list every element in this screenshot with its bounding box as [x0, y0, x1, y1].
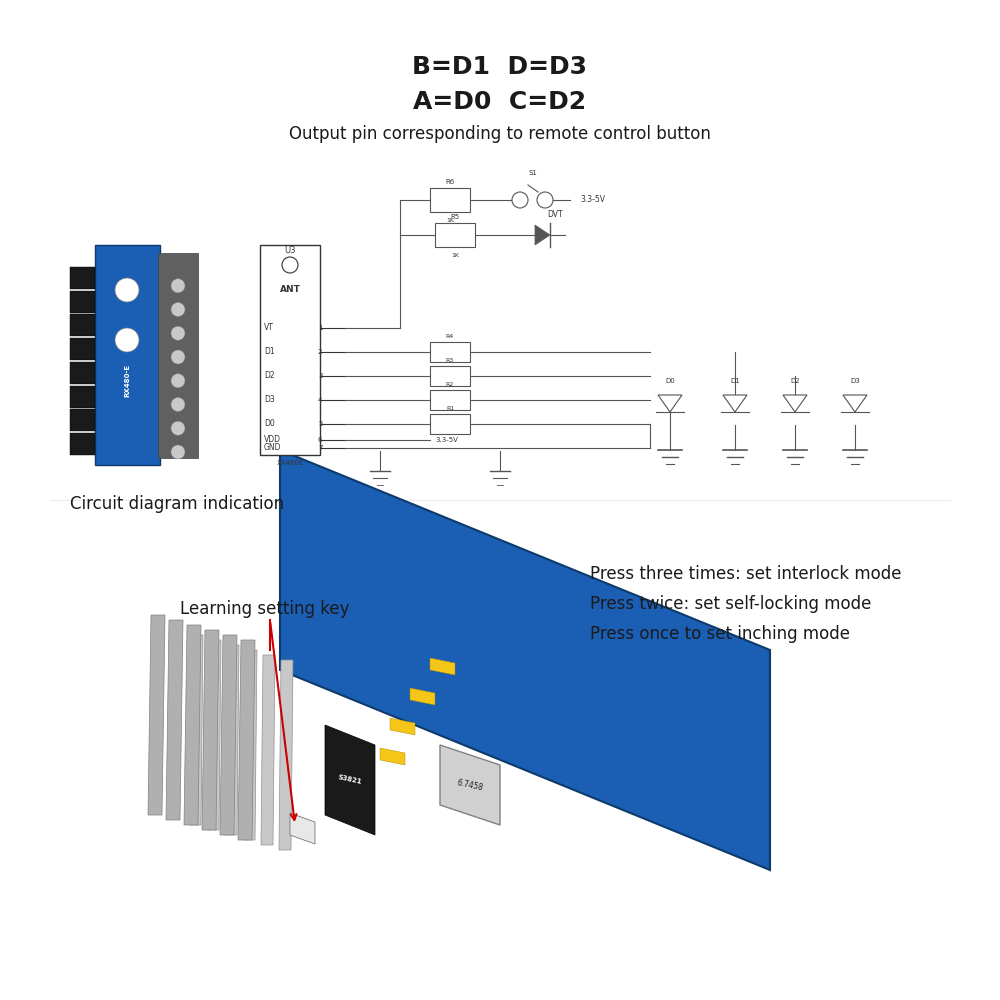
Circle shape — [171, 302, 185, 316]
Text: D0: D0 — [665, 378, 675, 384]
Polygon shape — [189, 635, 203, 825]
Circle shape — [171, 350, 185, 364]
Text: B=D1  D=D3: B=D1 D=D3 — [413, 55, 588, 79]
Text: U3: U3 — [284, 246, 296, 255]
Polygon shape — [783, 395, 807, 412]
Bar — [70, 314, 95, 336]
Polygon shape — [290, 813, 315, 844]
Text: 3.3-5V: 3.3-5V — [580, 196, 605, 205]
Circle shape — [282, 257, 298, 273]
Polygon shape — [280, 450, 770, 870]
Circle shape — [171, 374, 185, 388]
Polygon shape — [238, 640, 255, 840]
Text: R3: R3 — [446, 358, 454, 363]
Text: 5: 5 — [318, 421, 322, 427]
Bar — [260, 245, 320, 455]
Polygon shape — [390, 718, 415, 735]
Text: R5: R5 — [450, 214, 460, 220]
Polygon shape — [430, 658, 455, 675]
Bar — [70, 409, 95, 431]
Polygon shape — [535, 225, 550, 245]
Text: D0: D0 — [264, 420, 275, 428]
Polygon shape — [243, 650, 257, 840]
Bar — [70, 267, 95, 289]
Text: ANT: ANT — [280, 286, 300, 294]
Polygon shape — [148, 615, 165, 815]
Text: R2: R2 — [446, 382, 454, 387]
Polygon shape — [410, 688, 435, 705]
Text: 1K: 1K — [446, 218, 454, 223]
Text: D1: D1 — [730, 378, 740, 384]
Polygon shape — [279, 660, 293, 850]
Bar — [430, 414, 470, 434]
Text: S1: S1 — [529, 170, 537, 176]
Text: R1: R1 — [446, 406, 454, 411]
Text: GND: GND — [264, 444, 282, 452]
Bar — [70, 291, 95, 312]
Circle shape — [512, 192, 528, 208]
Bar — [430, 342, 470, 362]
Text: XX480E: XX480E — [276, 460, 304, 466]
Bar — [70, 338, 95, 360]
Text: VT: VT — [264, 324, 274, 332]
Bar — [430, 390, 470, 410]
Text: 4: 4 — [318, 397, 322, 403]
Circle shape — [171, 326, 185, 340]
Text: Output pin corresponding to remote control button: Output pin corresponding to remote contr… — [289, 125, 711, 143]
Circle shape — [171, 445, 185, 459]
Polygon shape — [843, 395, 867, 412]
Text: D1: D1 — [264, 348, 275, 357]
Text: 2: 2 — [318, 349, 322, 355]
Polygon shape — [220, 635, 237, 835]
Polygon shape — [225, 645, 239, 835]
Text: D3: D3 — [850, 378, 860, 384]
Bar — [435, 223, 475, 247]
Text: D2: D2 — [264, 371, 275, 380]
Circle shape — [171, 397, 185, 412]
Polygon shape — [261, 655, 275, 845]
Text: VDD: VDD — [264, 436, 281, 444]
Bar — [95, 245, 160, 465]
Polygon shape — [184, 625, 201, 825]
Text: DVT: DVT — [547, 210, 563, 219]
Polygon shape — [202, 630, 219, 830]
Text: 6.7458: 6.7458 — [456, 778, 484, 792]
Text: D2: D2 — [790, 378, 800, 384]
Circle shape — [171, 279, 185, 293]
Text: Circuit diagram indication: Circuit diagram indication — [70, 495, 284, 513]
Text: D3: D3 — [264, 395, 275, 404]
Text: Learning setting key: Learning setting key — [180, 600, 350, 618]
Text: Press once to set inching mode: Press once to set inching mode — [590, 625, 850, 643]
Text: 7: 7 — [318, 445, 322, 451]
Text: 1: 1 — [318, 325, 322, 331]
Text: S3821: S3821 — [337, 775, 363, 785]
Text: R4: R4 — [446, 334, 454, 339]
Bar — [430, 366, 470, 386]
Bar — [70, 433, 95, 455]
Bar — [158, 253, 198, 458]
Text: A=D0  C=D2: A=D0 C=D2 — [413, 90, 587, 114]
Polygon shape — [658, 395, 682, 412]
Polygon shape — [723, 395, 747, 412]
Text: Press three times: set interlock mode: Press three times: set interlock mode — [590, 565, 902, 583]
Text: R6: R6 — [445, 179, 455, 185]
Text: RX480-E: RX480-E — [124, 363, 130, 397]
Polygon shape — [207, 640, 221, 830]
Circle shape — [171, 421, 185, 435]
Text: 3: 3 — [318, 373, 322, 379]
Circle shape — [115, 328, 139, 352]
Polygon shape — [325, 725, 375, 835]
Text: 3.3-5V: 3.3-5V — [435, 437, 458, 443]
Polygon shape — [166, 620, 183, 820]
Text: 1K: 1K — [451, 253, 459, 258]
Bar — [430, 188, 470, 212]
Bar — [70, 386, 95, 408]
Text: Press twice: set self-locking mode: Press twice: set self-locking mode — [590, 595, 871, 613]
Circle shape — [115, 278, 139, 302]
Text: 6: 6 — [318, 437, 322, 443]
Circle shape — [537, 192, 553, 208]
Bar — [70, 362, 95, 384]
Polygon shape — [380, 748, 405, 765]
Polygon shape — [440, 745, 500, 825]
